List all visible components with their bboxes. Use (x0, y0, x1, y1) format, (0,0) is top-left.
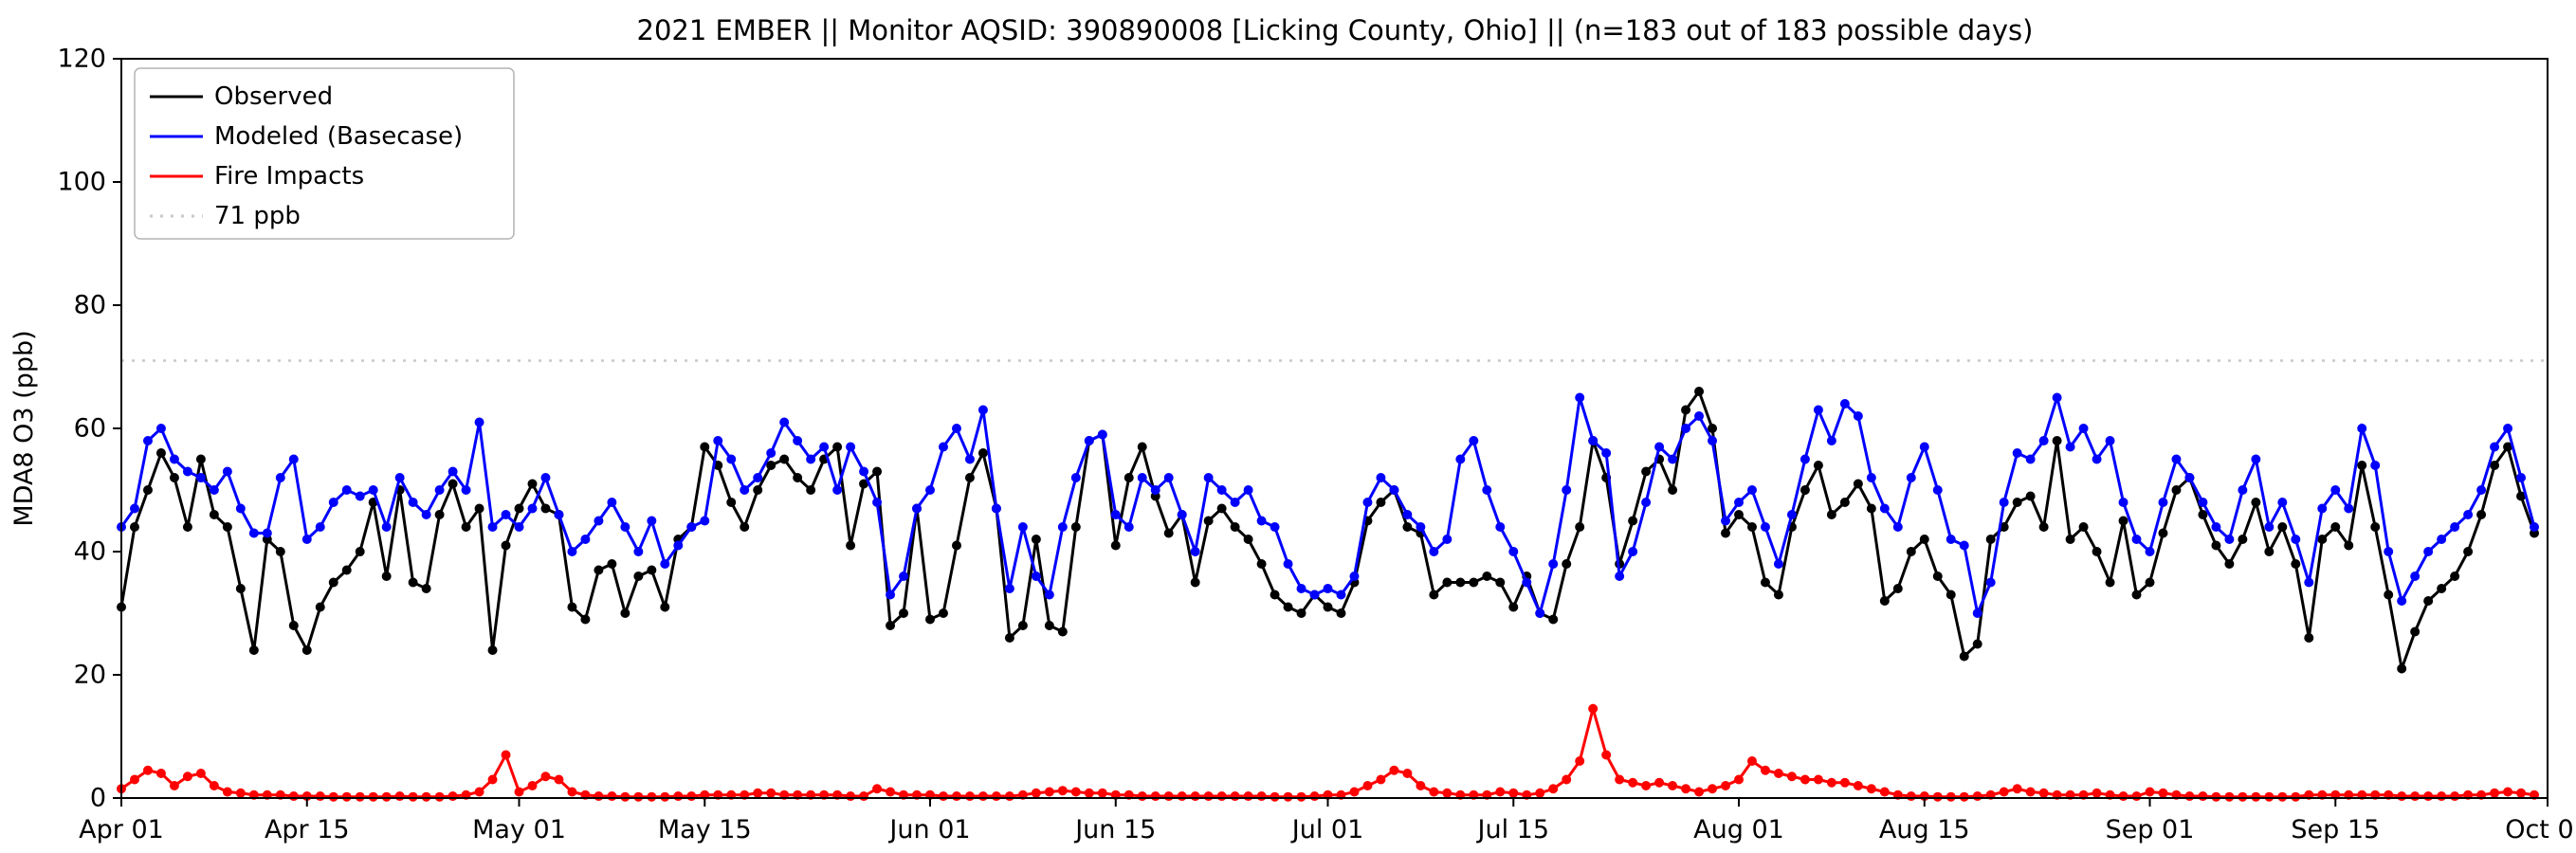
y-tick-label: 100 (57, 168, 106, 197)
x-tick-label: May 15 (658, 815, 752, 844)
chart-title: 2021 EMBER || Monitor AQSID: 390890008 [… (637, 14, 2034, 46)
legend-label: Observed (214, 82, 333, 111)
y-tick-label: 40 (74, 537, 106, 567)
y-tick-label: 20 (74, 661, 106, 690)
y-tick-label: 0 (90, 784, 106, 813)
y-tick-label: 60 (74, 414, 106, 444)
x-tick-label: Oct 01 (2505, 815, 2576, 844)
y-axis-label: MDA8 O3 (ppb) (9, 330, 39, 526)
y-tick-label: 80 (74, 291, 106, 320)
x-tick-label: Aug 01 (1693, 815, 1784, 844)
x-tick-label: Jun 15 (1073, 815, 1156, 844)
legend-label: 71 ppb (214, 202, 301, 230)
legend-label: Fire Impacts (214, 162, 364, 191)
x-tick-label: Jul 01 (1290, 815, 1364, 844)
series-line-0 (119, 388, 2536, 675)
x-tick-label: Jul 15 (1476, 815, 1550, 844)
series-markers-2 (117, 703, 2540, 802)
x-tick-label: Jun 01 (887, 815, 970, 844)
legend-box (134, 67, 515, 240)
x-tick-label: Apr 15 (265, 815, 350, 844)
chart-generated-content: 0 20 40 60 80 100 120 Apr 01 Apr 15 May 01 May 15 J… (57, 45, 2576, 845)
x-tick-label: May 01 (472, 815, 566, 844)
x-tick-label: Apr 01 (79, 815, 164, 844)
x-tick-label: Sep 01 (2106, 815, 2195, 844)
y-tick-label: 120 (57, 45, 106, 74)
legend-label: Modeled (Basecase) (214, 122, 463, 151)
x-tick-label: Aug 15 (1879, 815, 1970, 844)
x-tick-label: Sep 15 (2291, 815, 2380, 844)
series-markers-1 (117, 392, 2540, 618)
series-line-2 (120, 702, 2535, 799)
